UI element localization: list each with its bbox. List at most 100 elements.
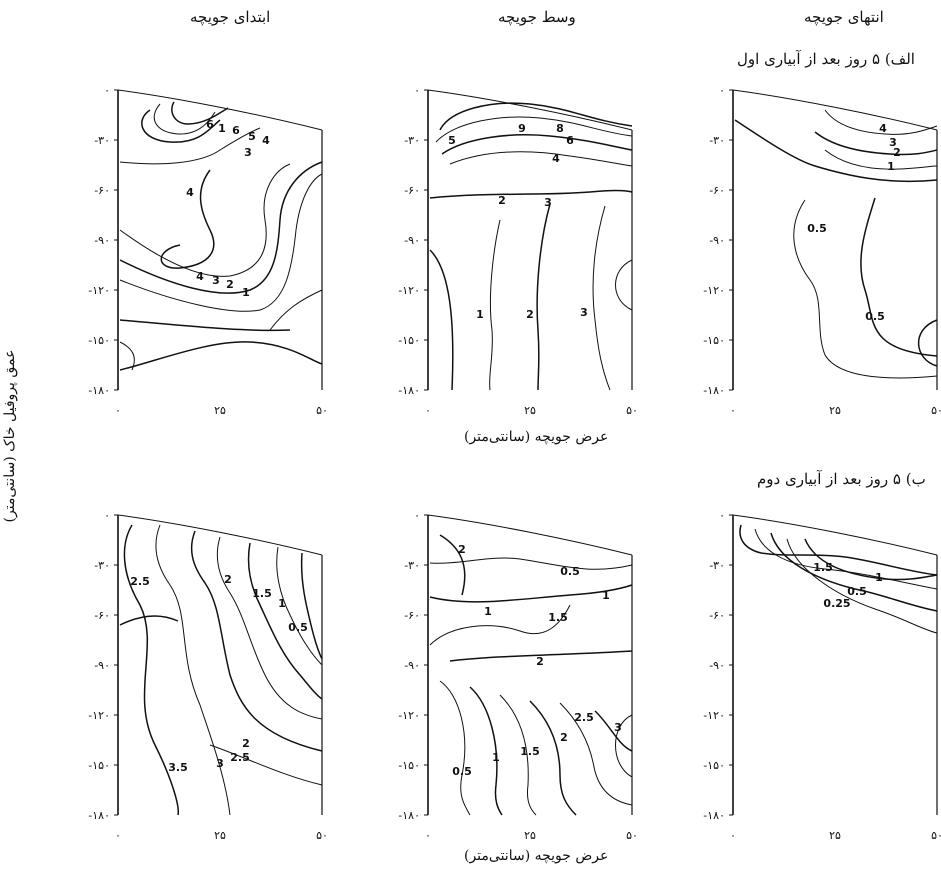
contour-label: 5 — [448, 134, 456, 147]
contour-line — [429, 604, 571, 646]
contour-line — [824, 149, 938, 170]
x-tick-label: ۲۵ — [524, 404, 536, 417]
contour-label: 4 — [552, 152, 560, 165]
contour-label: 3 — [580, 306, 588, 319]
contour-label: 1 — [242, 286, 250, 299]
contour-line — [793, 199, 938, 379]
x-tick-label: ۵۰ — [626, 829, 638, 842]
contour-label: 1 — [218, 122, 226, 135]
x-tick-label: ۵۰ — [931, 829, 941, 842]
y-tick-label: -۱۲۰ — [88, 709, 110, 722]
contour-label: 2 — [498, 194, 506, 207]
y-tick-label: -۱۸۰ — [703, 809, 725, 822]
x-tick-label: ۰ — [730, 404, 736, 417]
contour-line — [276, 546, 323, 666]
contour-line — [119, 341, 135, 371]
x-axis-title-top: عرض جویچه (سانتی‌متر) — [464, 429, 609, 445]
x-tick-label: ۲۵ — [214, 404, 226, 417]
contour-line — [429, 557, 633, 570]
x-tick-label: ۰ — [115, 404, 121, 417]
y-tick-label: ۰ — [414, 509, 420, 522]
contour-line — [269, 289, 323, 331]
y-tick-label: -۱۲۰ — [703, 709, 725, 722]
contour-line — [804, 538, 938, 581]
x-tick-label: ۵۰ — [931, 404, 941, 417]
contour-label: 3 — [212, 274, 220, 287]
contour-label: 0.5 — [865, 310, 885, 323]
soil-surface-line — [427, 89, 633, 131]
y-tick-label: ۰ — [414, 84, 420, 97]
y-tick-label: -۳۰ — [404, 559, 420, 572]
contour-line — [469, 686, 503, 816]
contour-label: 3 — [216, 757, 224, 770]
contour-label: 4 — [186, 186, 194, 199]
contour-label: 2 — [560, 731, 568, 744]
y-tick-label: -۱۸۰ — [703, 384, 725, 397]
contour-line — [739, 524, 938, 576]
contour-label: 4 — [879, 122, 887, 135]
contour-line — [592, 205, 611, 391]
y-tick-label: -۱۵۰ — [703, 334, 725, 347]
contour-label: 3 — [244, 146, 252, 159]
contour-plot-row2-middle: ۰ -۳۰ -۶۰ -۹۰ -۱۲۰ -۱۵۰ -۱۸۰ ۰ ۲۵ ۵۰ 2 0.5 1 1.5 1 2 0.5… — [398, 509, 638, 842]
y-tick-label: -۹۰ — [94, 659, 110, 672]
contour-line — [917, 319, 938, 367]
y-tick-label: -۱۸۰ — [398, 809, 420, 822]
contour-line — [860, 197, 938, 357]
contour-label: 1 — [887, 160, 895, 173]
y-tick-label: -۱۸۰ — [88, 384, 110, 397]
contour-label: 6 — [566, 134, 574, 147]
contour-line — [429, 584, 633, 603]
contour-label: 1 — [278, 597, 286, 610]
y-tick-label: -۹۰ — [404, 234, 420, 247]
contour-label: 2.5 — [574, 711, 594, 724]
contour-label: 4 — [196, 270, 204, 283]
x-tick-label: ۰ — [425, 829, 431, 842]
y-tick-label: ۰ — [719, 509, 725, 522]
contour-line — [141, 109, 221, 143]
contour-line — [429, 189, 633, 199]
contour-label: 2 — [458, 543, 466, 556]
contour-plot-row2-end: ۰ -۳۰ -۶۰ -۹۰ -۱۲۰ -۱۵۰ -۱۸۰ ۰ ۲۵ ۵۰ 1.5 1 0.50.25 — [703, 509, 941, 842]
column-title-end: انتهای جویچه — [804, 8, 884, 26]
contour-line — [449, 650, 633, 662]
x-tick-label: ۲۵ — [829, 404, 841, 417]
contour-line — [439, 534, 466, 596]
contour-line — [119, 163, 291, 277]
soil-surface-line — [732, 89, 938, 131]
contour-label: 1 — [476, 308, 484, 321]
contour-line — [155, 524, 231, 816]
contour-label: 1 — [484, 605, 492, 618]
contour-line — [559, 702, 633, 806]
contour-label: 0.5 — [847, 585, 867, 598]
contour-line — [429, 249, 454, 391]
contour-label: 1 — [492, 751, 500, 764]
y-tick-label: -۹۰ — [94, 234, 110, 247]
y-tick-label: -۱۵۰ — [88, 759, 110, 772]
y-tick-label: -۶۰ — [709, 184, 725, 197]
contour-line — [209, 744, 323, 786]
y-tick-label: -۹۰ — [709, 234, 725, 247]
contour-line — [594, 710, 633, 752]
y-tick-label: -۱۵۰ — [398, 334, 420, 347]
contour-label: 2 — [536, 655, 544, 668]
y-tick-label: ۰ — [104, 509, 110, 522]
contour-label: 0.5 — [807, 222, 827, 235]
x-tick-label: ۵۰ — [316, 404, 328, 417]
contour-line — [441, 134, 633, 155]
x-tick-label: ۰ — [425, 404, 431, 417]
contour-line — [435, 116, 633, 143]
contour-line — [814, 131, 938, 156]
contour-line — [536, 203, 551, 391]
contour-line — [300, 552, 323, 660]
contour-label: 8 — [556, 122, 564, 135]
contour-label: 2 — [893, 146, 901, 159]
contour-line — [615, 259, 633, 311]
contour-line — [119, 161, 323, 294]
y-tick-label: -۳۰ — [709, 559, 725, 572]
contour-line — [247, 542, 323, 700]
y-tick-label: -۱۲۰ — [703, 284, 725, 297]
x-tick-label: ۵۰ — [626, 404, 638, 417]
x-tick-label: ۲۵ — [829, 829, 841, 842]
